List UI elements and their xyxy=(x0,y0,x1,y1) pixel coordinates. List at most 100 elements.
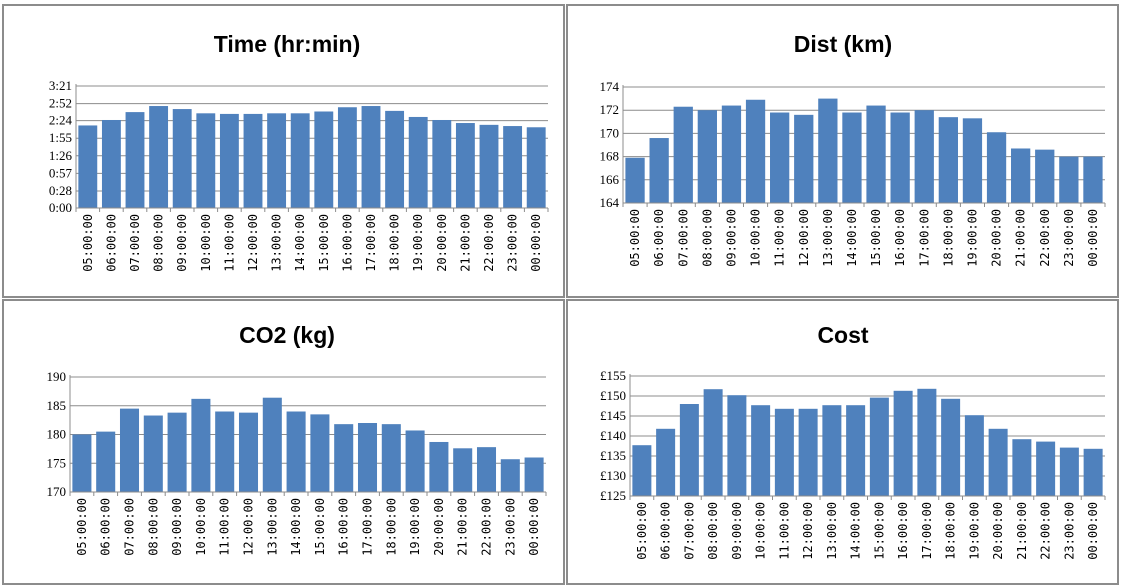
x-tick-label: 09:00:00 xyxy=(730,502,744,560)
bar-10-00-00 xyxy=(191,398,211,492)
time-chart: Time (hr:min) 0:00 0:28 0:57 1:26 1:55 2:24 2:5… xyxy=(49,31,549,272)
bar-16-00-00 xyxy=(890,112,910,203)
bar-16-00-00 xyxy=(334,424,354,492)
y-tick-label: 170 xyxy=(600,125,620,140)
x-tick-label: 21:00:00 xyxy=(458,214,472,272)
bar-08-00-00 xyxy=(703,389,723,496)
bar-13-00-00 xyxy=(267,113,287,208)
y-tick-label: 180 xyxy=(47,427,67,442)
x-tick-label: 18:00:00 xyxy=(384,498,398,556)
y-tick-label: 2:24 xyxy=(49,113,73,128)
x-tick-label: 23:00:00 xyxy=(503,498,517,556)
x-tick-label: 16:00:00 xyxy=(340,214,354,272)
bar-20-00-00 xyxy=(429,441,449,492)
x-tick-label: 05:00:00 xyxy=(81,214,95,272)
x-tick-label: 07:00:00 xyxy=(676,209,690,267)
y-tick-label: £130 xyxy=(600,468,626,483)
x-tick-label: 08:00:00 xyxy=(146,498,160,556)
y-tick-label: 175 xyxy=(47,455,67,470)
bar-11-00-00 xyxy=(219,113,239,208)
bar-13-00-00 xyxy=(822,405,842,496)
y-tick-label: 0:28 xyxy=(49,183,72,198)
x-tick-label: 16:00:00 xyxy=(893,209,907,267)
bar-09-00-00 xyxy=(167,412,187,492)
x-tick-label: 23:00:00 xyxy=(1062,209,1076,267)
bar-19-00-00 xyxy=(405,430,425,492)
y-tick-label: 190 xyxy=(47,369,67,384)
x-tick-label: 15:00:00 xyxy=(317,214,331,272)
bar-14-00-00 xyxy=(290,113,310,208)
x-tick-label: 00:00:00 xyxy=(529,214,543,272)
bar-00-00-00 xyxy=(1083,448,1103,496)
x-tick-label: 20:00:00 xyxy=(435,214,449,272)
x-tick-label: 22:00:00 xyxy=(480,498,494,556)
x-tick-label: 08:00:00 xyxy=(700,209,714,267)
x-tick-label: 16:00:00 xyxy=(896,502,910,560)
bar-21-00-00 xyxy=(455,123,475,208)
y-tick-label: £140 xyxy=(600,428,626,443)
distance-chart: Dist (km) 164 166 168 170 172 174 05:00:00 06:00… xyxy=(600,31,1106,267)
y-tick-label: £150 xyxy=(600,388,626,403)
bar-19-00-00 xyxy=(408,116,428,208)
chart-title: Time (hr:min) xyxy=(214,31,361,57)
x-tick-label: 07:00:00 xyxy=(682,502,696,560)
bar-12-00-00 xyxy=(238,412,259,492)
x-tick-label: 06:00:00 xyxy=(104,214,118,272)
x-tick-label: 05:00:00 xyxy=(75,498,89,556)
x-tick-label: 14:00:00 xyxy=(849,502,863,560)
bar-15-00-00 xyxy=(314,111,334,208)
bar-15-00-00 xyxy=(866,105,886,203)
bar-16-00-00 xyxy=(893,390,913,496)
x-tick-label: 11:00:00 xyxy=(222,214,236,272)
x-tick-label: 18:00:00 xyxy=(941,209,955,267)
x-tick-label: 13:00:00 xyxy=(270,214,284,272)
x-tick-label: 20:00:00 xyxy=(432,498,446,556)
y-tick-label: £155 xyxy=(600,368,626,383)
x-tick-label: 11:00:00 xyxy=(218,498,232,556)
bar-10-00-00 xyxy=(745,99,766,203)
bar-12-00-00 xyxy=(798,408,818,496)
x-tick-label: 19:00:00 xyxy=(967,502,981,560)
y-tick-label: 172 xyxy=(600,102,620,117)
x-tick-label: 12:00:00 xyxy=(246,214,260,272)
bar-22-00-00 xyxy=(1035,149,1055,203)
x-tick-label: 07:00:00 xyxy=(123,498,137,556)
chart-title: Cost xyxy=(817,322,868,348)
x-tick-label: 00:00:00 xyxy=(527,498,541,556)
bar-18-00-00 xyxy=(938,117,958,203)
bar-22-00-00 xyxy=(1036,441,1056,496)
y-tick-label: £135 xyxy=(600,448,626,463)
y-tick-label: 1:55 xyxy=(49,130,72,145)
bar-06-00-00 xyxy=(96,431,116,492)
bar-06-00-00 xyxy=(101,119,121,208)
bar-08-00-00 xyxy=(143,415,163,492)
bar-18-00-00 xyxy=(941,398,961,496)
x-tick-label: 22:00:00 xyxy=(1038,209,1052,267)
x-tick-label: 18:00:00 xyxy=(388,214,402,272)
x-tick-label: 06:00:00 xyxy=(659,502,673,560)
x-tick-label: 12:00:00 xyxy=(242,498,256,556)
x-tick-label: 09:00:00 xyxy=(724,209,738,267)
x-tick-label: 00:00:00 xyxy=(1086,209,1100,267)
bar-00-00-00 xyxy=(526,127,546,208)
x-tick-label: 12:00:00 xyxy=(797,209,811,267)
bar-07-00-00 xyxy=(119,408,140,492)
chart-panel-cost: Cost £125 £130 £135 £140 £145 £150 £155 05:00:00… xyxy=(566,299,1119,585)
chart-panel-time: Time (hr:min) 0:00 0:28 0:57 1:26 1:55 2:24 2:5… xyxy=(2,4,565,298)
x-tick-label: 17:00:00 xyxy=(364,214,378,272)
bar-12-00-00 xyxy=(794,114,814,203)
x-tick-label: 22:00:00 xyxy=(482,214,496,272)
bar-18-00-00 xyxy=(385,110,405,208)
bar-21-00-00 xyxy=(1012,439,1032,496)
x-tick-label: 21:00:00 xyxy=(456,498,470,556)
x-tick-label: 19:00:00 xyxy=(965,209,979,267)
bar-11-00-00 xyxy=(215,411,235,492)
x-tick-label: 23:00:00 xyxy=(1062,502,1076,560)
x-tick-label: 13:00:00 xyxy=(821,209,835,267)
x-tick-label: 11:00:00 xyxy=(773,209,787,267)
y-tick-label: 3:21 xyxy=(49,78,72,93)
bar-14-00-00 xyxy=(842,112,862,203)
y-tick-label: 185 xyxy=(47,398,67,413)
y-tick-label: 164 xyxy=(600,195,620,210)
bar-00-00-00 xyxy=(1083,156,1103,203)
